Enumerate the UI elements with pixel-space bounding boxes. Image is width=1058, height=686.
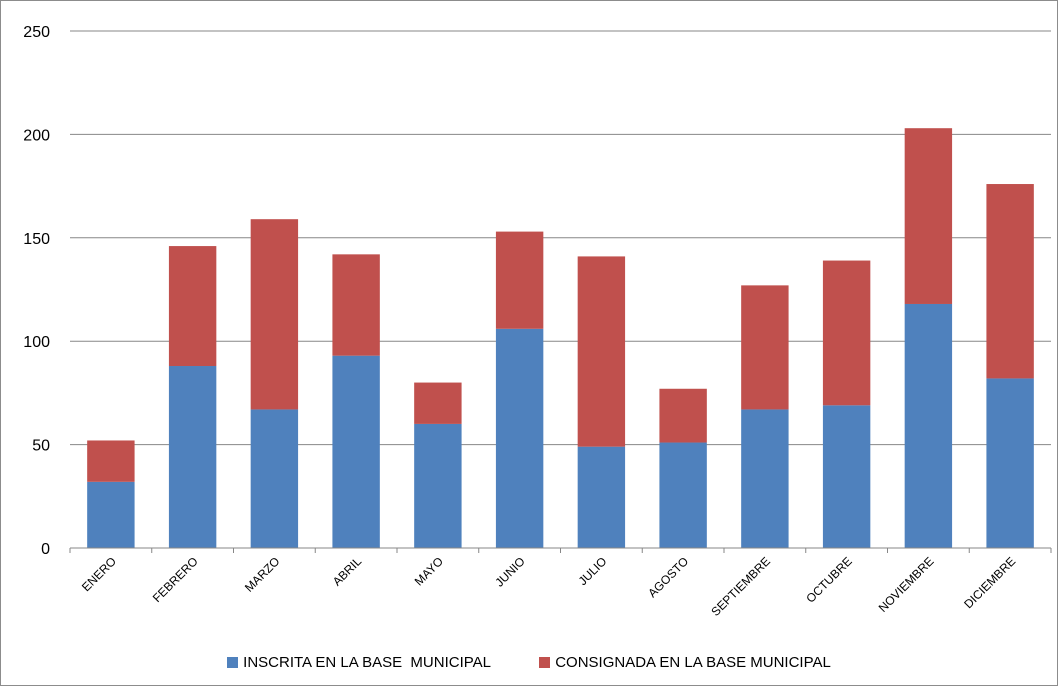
x-tick-label: DICIEMBRE [961, 554, 1018, 611]
bar-consignada-mayo [414, 382, 462, 424]
bar-consignada-septiembre [741, 285, 789, 410]
legend-label-consignada: CONSIGNADA EN LA BASE MUNICIPAL [555, 654, 831, 671]
bar-consignada-diciembre [986, 184, 1034, 379]
bar-consignada-marzo [250, 219, 299, 410]
bar-consignada-junio [495, 231, 544, 329]
x-tick-label: AGOSTO [645, 554, 691, 600]
legend-swatch-consignada [539, 657, 551, 668]
bar-consignada-julio [577, 256, 626, 447]
x-tick-label: JUNIO [492, 554, 527, 589]
bar-inscrita-agosto [659, 442, 707, 548]
bar-inscrita-mayo [414, 423, 462, 548]
bar-consignada-febrero [168, 246, 217, 367]
x-tick-label: MAYO [412, 554, 446, 588]
x-tick-label: SEPTIEMBRE [708, 554, 773, 619]
bar-inscrita-marzo [250, 409, 299, 548]
bar-inscrita-febrero [168, 366, 217, 548]
bar-consignada-abril [332, 254, 380, 356]
y-tick-label: 250 [23, 24, 50, 41]
bar-inscrita-junio [495, 328, 544, 548]
bar-inscrita-septiembre [741, 409, 789, 548]
bar-inscrita-julio [577, 446, 626, 548]
x-tick-label: MARZO [242, 554, 283, 595]
bar-consignada-agosto [659, 388, 707, 443]
legend-swatch-inscrita [227, 657, 239, 668]
y-tick-label: 0 [41, 541, 50, 558]
bar-inscrita-diciembre [986, 378, 1034, 548]
gridlines [70, 30, 1051, 446]
legend-label-inscrita: INSCRITA EN LA BASE MUNICIPAL [243, 654, 492, 671]
bar-inscrita-noviembre [904, 303, 953, 548]
x-tick-label: ENERO [79, 554, 119, 594]
bar-inscrita-abril [332, 355, 380, 548]
x-tick-label: FEBRERO [150, 554, 201, 605]
bar-consignada-enero [87, 440, 135, 482]
bar-consignada-noviembre [904, 128, 953, 304]
bar-consignada-octubre [822, 260, 871, 406]
x-tick-label: JULIO [576, 554, 610, 588]
x-tick-label: ABRIL [330, 554, 365, 589]
y-axis-ticks: 0 50 100 150 200 250 [23, 24, 50, 558]
legend-item-inscrita: INSCRITA EN LA BASE MUNICIPAL [227, 654, 491, 671]
x-axis-ticks: ENERO FEBRERO MARZO ABRIL MAYO JUNIO JULIO AGOS… [69, 548, 1052, 619]
bar-inscrita-enero [87, 481, 135, 548]
x-tick-label: NOVIEMBRE [876, 554, 937, 615]
legend-item-consignada: CONSIGNADA EN LA BASE MUNICIPAL [539, 654, 831, 671]
y-tick-label: 150 [23, 231, 50, 248]
x-tick-label: OCTUBRE [803, 554, 854, 605]
bars [87, 128, 1034, 548]
bar-inscrita-octubre [822, 405, 871, 548]
y-tick-label: 50 [32, 438, 50, 455]
legend: INSCRITA EN LA BASE MUNICIPAL CONSIGNADA… [0, 654, 1058, 672]
y-tick-label: 200 [23, 127, 50, 144]
y-tick-label: 100 [23, 334, 50, 351]
